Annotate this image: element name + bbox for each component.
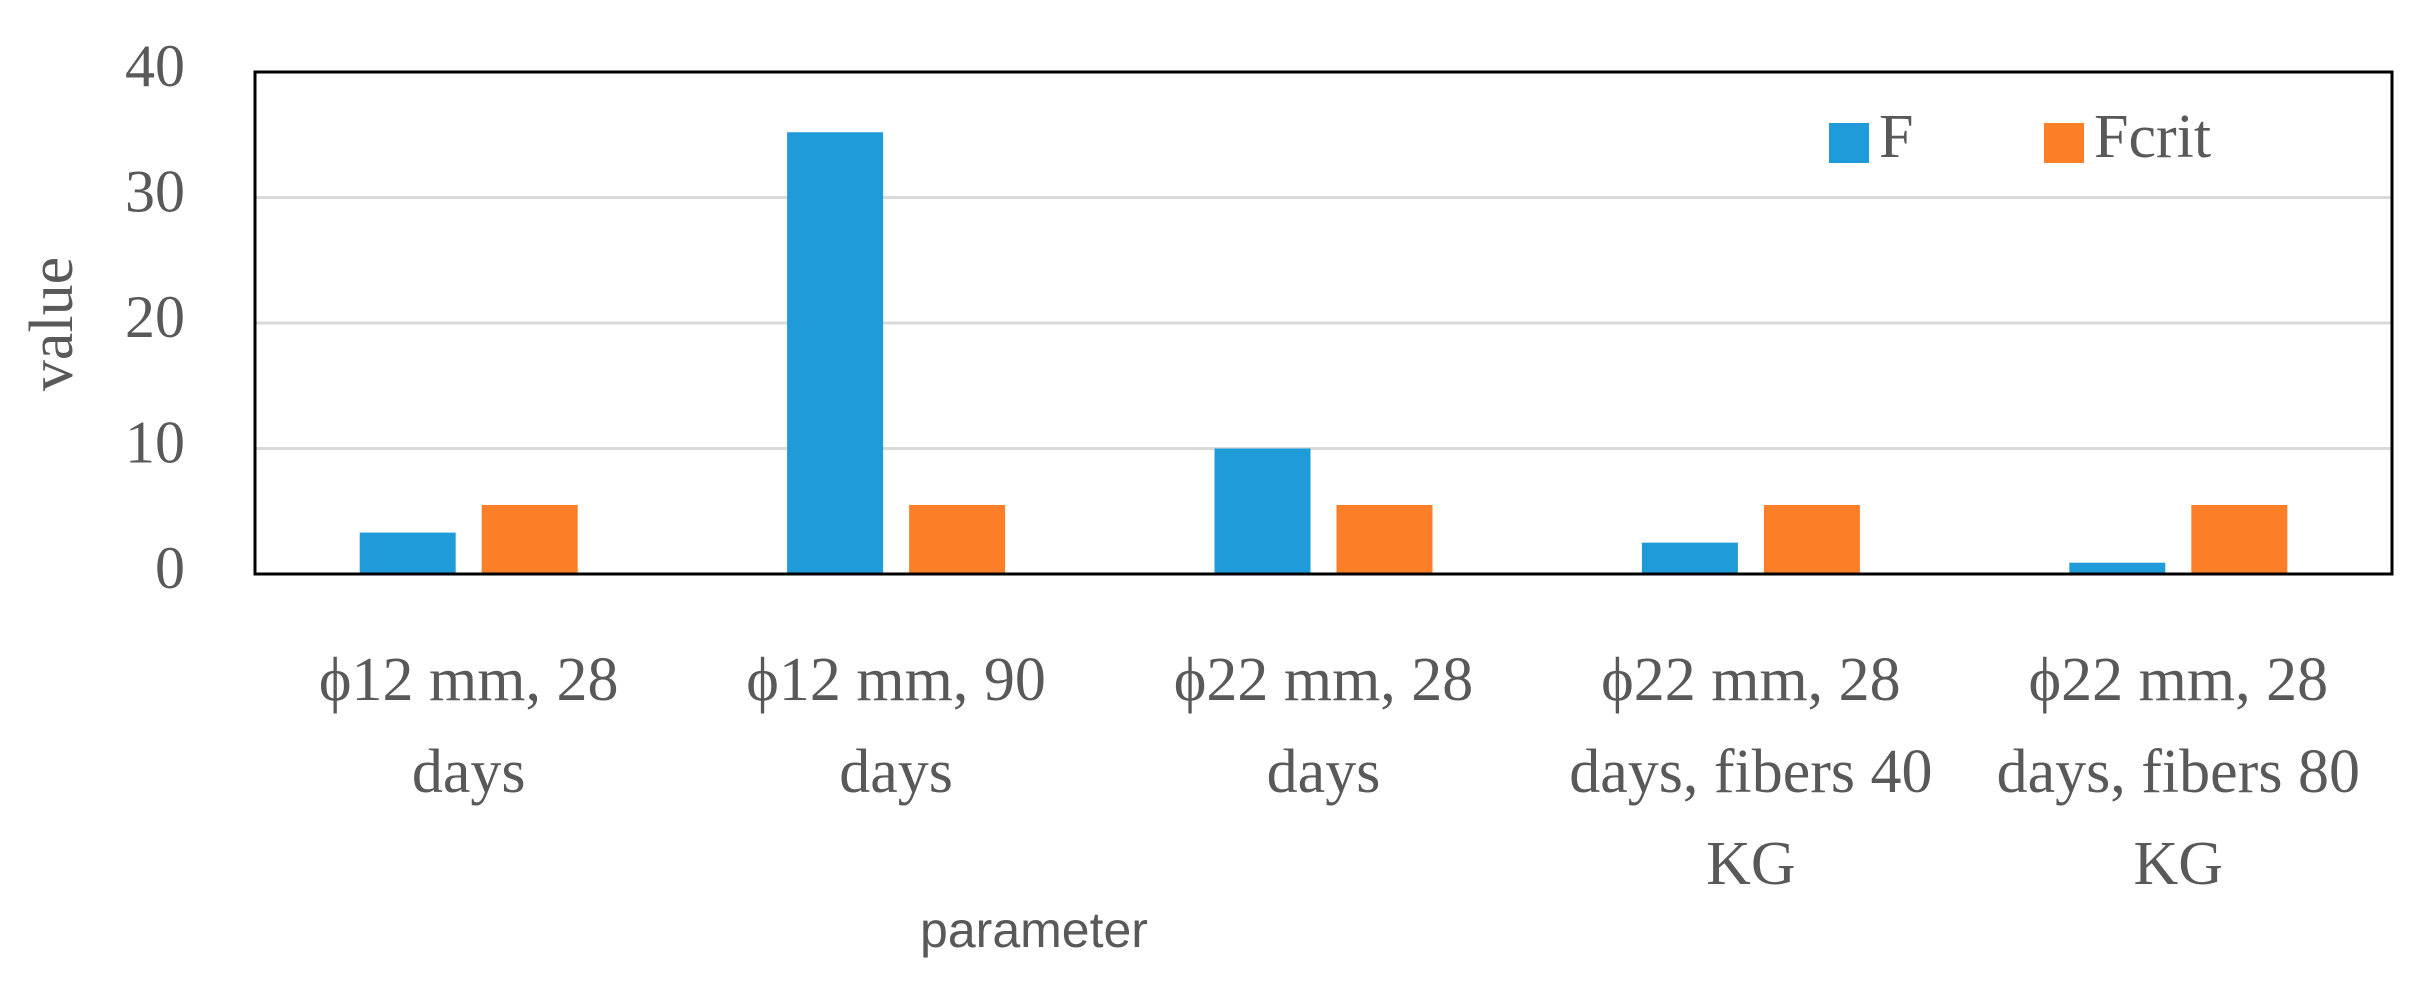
y-tick-label: 0 [155,535,185,601]
legend-swatch [2044,123,2084,163]
y-tick-label: 10 [125,409,185,475]
bar [787,132,884,575]
bar [481,504,578,574]
bar [1763,504,1860,574]
x-tick-label: ϕ22 mm, 28 days, fibers 40 KG [1569,646,1933,898]
y-tick-label: 30 [125,158,185,224]
y-axis-label: value [18,257,86,391]
x-tick-label: ϕ22 mm, 28 days [1173,646,1474,806]
x-tick-label: ϕ12 mm, 28 days [318,646,619,806]
y-tick-label: 20 [125,284,185,350]
legend-label: Fcrit [2094,103,2211,171]
legend-swatch [1829,123,1869,163]
bar [909,504,1006,574]
x-tick-label: ϕ22 mm, 28 days, fibers 80 KG [1996,646,2360,898]
plot-border [253,70,2394,576]
bar [1641,542,1738,574]
bar [2191,504,2288,574]
x-tick-label: ϕ12 mm, 90 days [746,646,1046,806]
y-tick-label: 40 [125,33,185,99]
x-axis-label: parameter [920,902,1148,958]
bar [1336,504,1433,574]
bar [1214,448,1311,574]
legend-label: F [1879,103,1913,171]
bar [359,532,456,574]
bar [2069,562,2166,574]
